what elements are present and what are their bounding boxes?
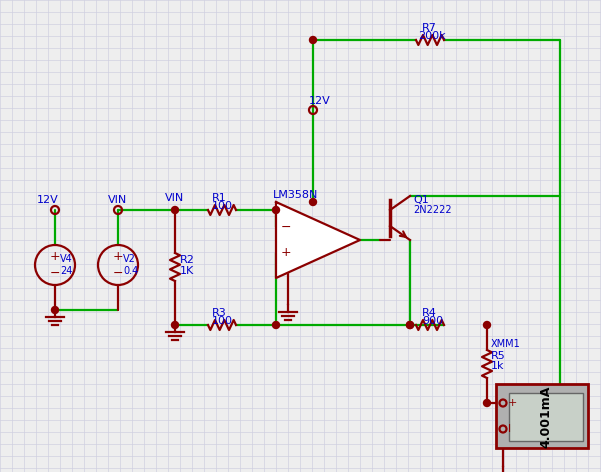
Text: R4: R4 bbox=[422, 308, 437, 318]
Text: XMM1: XMM1 bbox=[491, 339, 520, 349]
Bar bbox=[509, 393, 583, 441]
Circle shape bbox=[483, 399, 490, 406]
Text: R2: R2 bbox=[180, 255, 195, 265]
Circle shape bbox=[272, 321, 279, 329]
Text: R1: R1 bbox=[212, 193, 227, 203]
Text: 100: 100 bbox=[212, 201, 233, 211]
Text: −: − bbox=[113, 267, 123, 279]
Circle shape bbox=[171, 207, 178, 213]
Text: V2: V2 bbox=[123, 254, 136, 264]
Text: l: l bbox=[508, 424, 511, 434]
Text: 1K: 1K bbox=[180, 266, 194, 276]
Circle shape bbox=[406, 321, 413, 329]
Text: +: + bbox=[113, 251, 123, 263]
Circle shape bbox=[483, 321, 490, 329]
Text: 0.4: 0.4 bbox=[123, 266, 138, 276]
Circle shape bbox=[406, 321, 413, 329]
Text: VIN: VIN bbox=[165, 193, 185, 203]
Text: R7: R7 bbox=[422, 23, 437, 33]
Text: 100: 100 bbox=[212, 316, 233, 326]
Circle shape bbox=[310, 36, 317, 43]
Text: +: + bbox=[281, 246, 291, 260]
Text: 200k: 200k bbox=[418, 31, 445, 41]
Text: 1k: 1k bbox=[491, 361, 504, 371]
Circle shape bbox=[310, 199, 317, 205]
Text: V4: V4 bbox=[60, 254, 73, 264]
Text: +: + bbox=[508, 398, 517, 408]
Text: R3: R3 bbox=[212, 308, 227, 318]
Text: −: − bbox=[281, 220, 291, 234]
Text: VIN: VIN bbox=[108, 195, 127, 205]
Text: +: + bbox=[50, 251, 60, 263]
Text: R5: R5 bbox=[491, 351, 506, 361]
Circle shape bbox=[272, 207, 279, 213]
FancyBboxPatch shape bbox=[496, 384, 588, 448]
Text: 12V: 12V bbox=[309, 96, 331, 106]
Text: 900: 900 bbox=[422, 316, 443, 326]
Circle shape bbox=[52, 306, 58, 313]
Text: 2N2222: 2N2222 bbox=[413, 205, 451, 215]
Text: 24: 24 bbox=[60, 266, 72, 276]
Text: LM358N: LM358N bbox=[273, 190, 319, 200]
Text: 4.001mA: 4.001mA bbox=[540, 386, 552, 448]
Circle shape bbox=[171, 321, 178, 329]
Text: 12V: 12V bbox=[37, 195, 59, 205]
Text: −: − bbox=[50, 267, 60, 279]
Text: Q1: Q1 bbox=[413, 195, 429, 205]
Polygon shape bbox=[276, 202, 360, 278]
